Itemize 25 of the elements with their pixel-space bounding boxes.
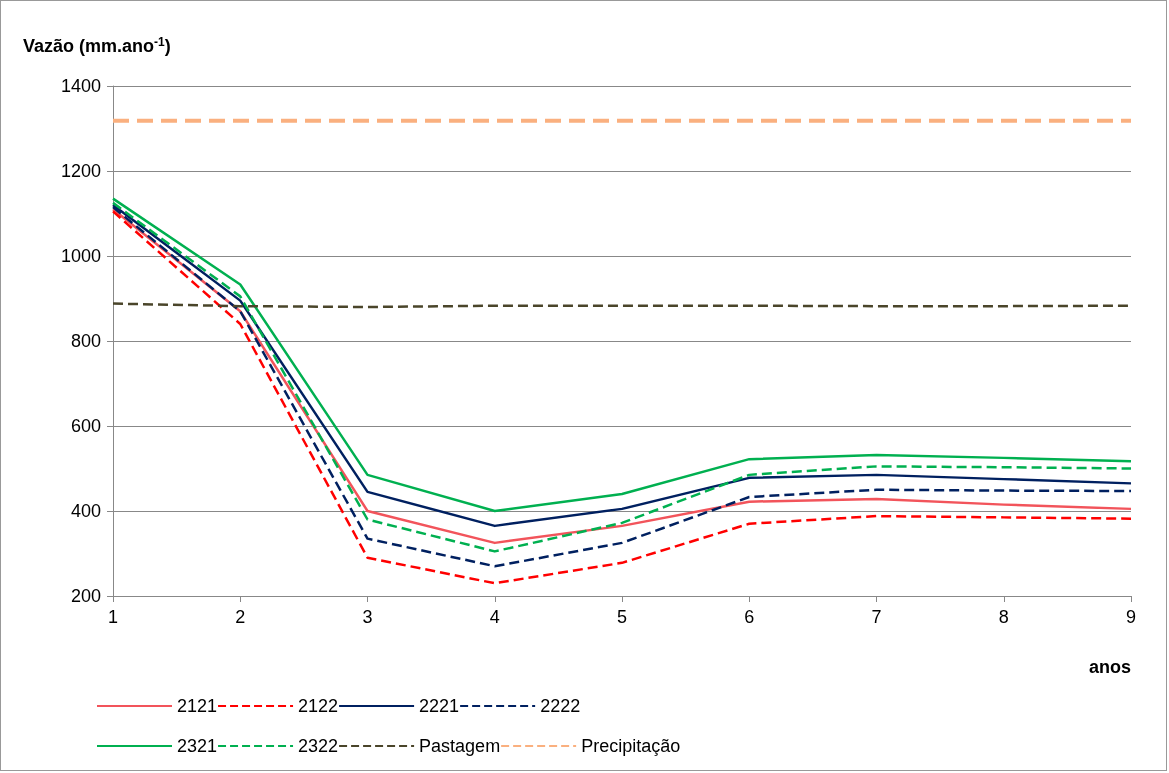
legend-label: 2121 [177, 696, 218, 716]
x-tick-label: 2 [235, 607, 246, 627]
x-tick-label: 8 [998, 607, 1009, 627]
legend-label: 2322 [298, 736, 339, 756]
legend-label: 2321 [177, 736, 218, 756]
y-tick-label: 600 [70, 416, 101, 436]
legend-label: 2122 [298, 696, 339, 716]
legend-label: 2222 [540, 696, 581, 716]
x-tick-label: 1 [107, 607, 119, 627]
y-tick-label: 1400 [60, 76, 101, 96]
legend-label: Precipitação [581, 736, 681, 756]
x-tick-label: 3 [362, 607, 373, 627]
x-tick-label: 5 [616, 607, 628, 627]
y-tick-label: 1200 [60, 161, 101, 181]
y-tick-label: 200 [70, 586, 101, 606]
x-tick-label: 9 [1125, 607, 1137, 627]
x-tick-label: 7 [871, 607, 882, 627]
y-tick-label: 800 [70, 331, 101, 351]
legend-label: Pastagem [419, 736, 501, 756]
legend-label: 2221 [419, 696, 460, 716]
y-tick-label: 1000 [60, 246, 101, 266]
y-tick-label: 400 [70, 501, 101, 521]
x-tick-label: 6 [744, 607, 755, 627]
x-axis-title: anos [1088, 657, 1131, 677]
x-tick-label: 4 [489, 607, 500, 627]
